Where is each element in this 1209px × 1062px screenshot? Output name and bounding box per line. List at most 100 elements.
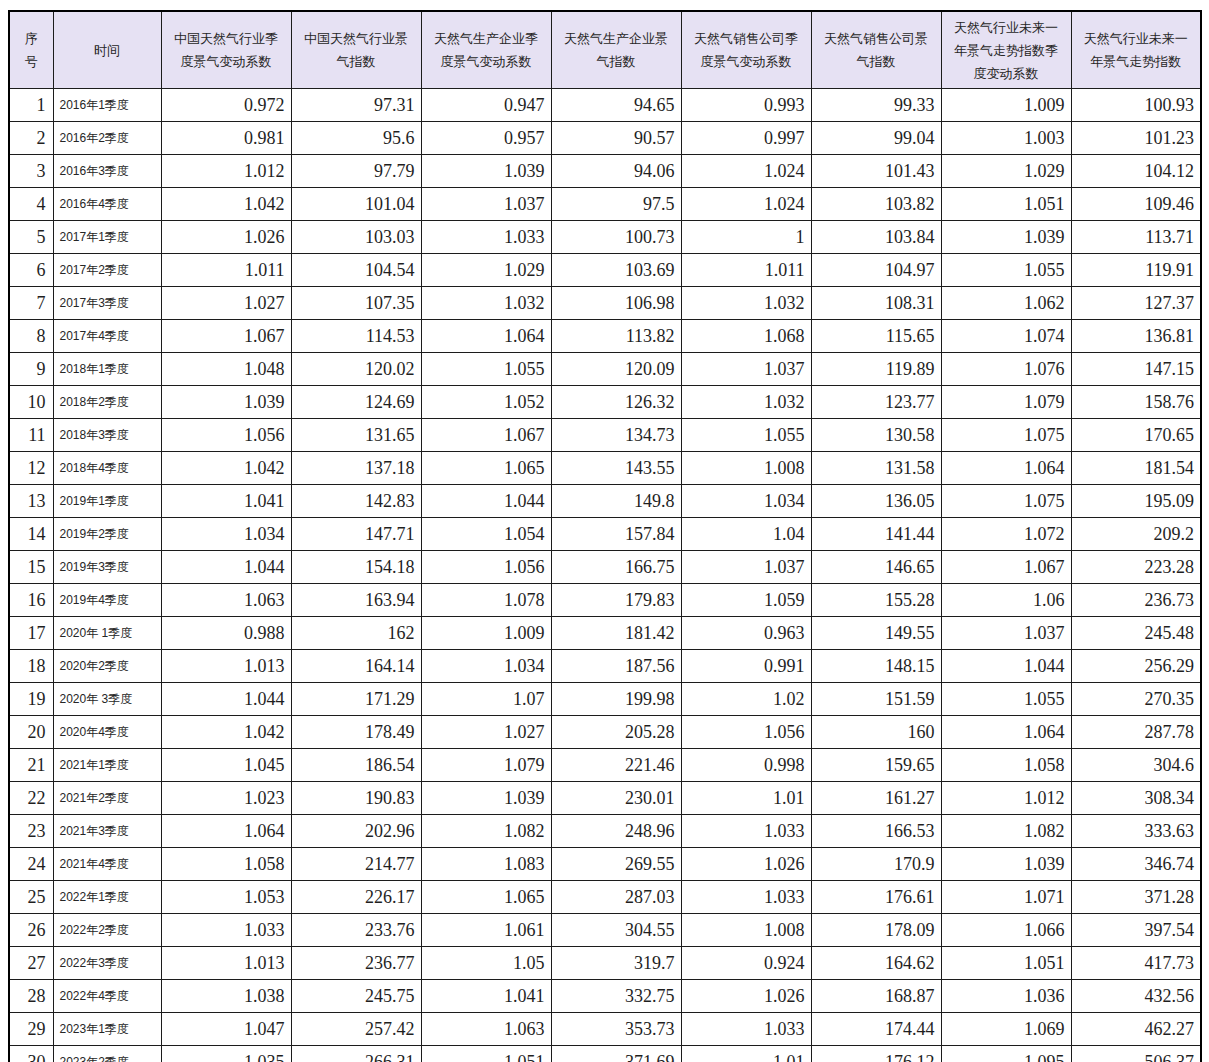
value-cell: 1.027 (161, 287, 291, 320)
value-cell: 1.05 (421, 947, 551, 980)
value-cell: 0.972 (161, 89, 291, 122)
time-cell: 2022年4季度 (53, 980, 161, 1013)
value-cell: 1.044 (421, 485, 551, 518)
time-cell: 2021年1季度 (53, 749, 161, 782)
table-row: 112018年3季度1.056131.651.067134.731.055130… (9, 419, 1201, 452)
row-index-cell: 30 (9, 1046, 53, 1062)
value-cell: 1.065 (421, 452, 551, 485)
value-cell: 1.051 (941, 947, 1071, 980)
value-cell: 164.14 (291, 650, 421, 683)
time-cell: 2017年1季度 (53, 221, 161, 254)
value-cell: 1.079 (421, 749, 551, 782)
column-header: 中国天然气行业景气指数 (291, 11, 421, 89)
value-cell: 1.034 (681, 485, 811, 518)
table-row: 152019年3季度1.044154.181.056166.751.037146… (9, 551, 1201, 584)
value-cell: 1.038 (161, 980, 291, 1013)
value-cell: 106.98 (551, 287, 681, 320)
value-cell: 1.059 (681, 584, 811, 617)
table-row: 12016年1季度0.97297.310.94794.650.99399.331… (9, 89, 1201, 122)
value-cell: 1.061 (421, 914, 551, 947)
value-cell: 162 (291, 617, 421, 650)
row-index-cell: 3 (9, 155, 53, 188)
value-cell: 308.34 (1071, 782, 1201, 815)
table-row: 92018年1季度1.048120.021.055120.091.037119.… (9, 353, 1201, 386)
value-cell: 233.76 (291, 914, 421, 947)
value-cell: 0.991 (681, 650, 811, 683)
value-cell: 181.54 (1071, 452, 1201, 485)
value-cell: 230.01 (551, 782, 681, 815)
value-cell: 120.09 (551, 353, 681, 386)
value-cell: 1.051 (421, 1046, 551, 1062)
value-cell: 101.04 (291, 188, 421, 221)
value-cell: 371.28 (1071, 881, 1201, 914)
value-cell: 176.61 (811, 881, 941, 914)
time-cell: 2020年4季度 (53, 716, 161, 749)
value-cell: 1.034 (161, 518, 291, 551)
value-cell: 1.064 (161, 815, 291, 848)
row-index-cell: 2 (9, 122, 53, 155)
value-cell: 1.01 (681, 1046, 811, 1062)
value-cell: 136.81 (1071, 320, 1201, 353)
value-cell: 126.32 (551, 386, 681, 419)
value-cell: 1.008 (681, 914, 811, 947)
value-cell: 1.013 (161, 947, 291, 980)
value-cell: 171.29 (291, 683, 421, 716)
row-index-cell: 24 (9, 848, 53, 881)
value-cell: 1.024 (681, 155, 811, 188)
time-cell: 2016年1季度 (53, 89, 161, 122)
value-cell: 1.039 (161, 386, 291, 419)
row-index-cell: 28 (9, 980, 53, 1013)
value-cell: 1.036 (941, 980, 1071, 1013)
value-cell: 397.54 (1071, 914, 1201, 947)
value-cell: 131.65 (291, 419, 421, 452)
value-cell: 1.067 (421, 419, 551, 452)
value-cell: 115.65 (811, 320, 941, 353)
value-cell: 119.89 (811, 353, 941, 386)
value-cell: 1.011 (681, 254, 811, 287)
value-cell: 304.6 (1071, 749, 1201, 782)
value-cell: 1 (681, 221, 811, 254)
value-cell: 1.033 (681, 1013, 811, 1046)
value-cell: 1.079 (941, 386, 1071, 419)
table-row: 162019年4季度1.063163.941.078179.831.059155… (9, 584, 1201, 617)
column-header: 中国天然气行业季度景气变动系数 (161, 11, 291, 89)
table-row: 242021年4季度1.058214.771.083269.551.026170… (9, 848, 1201, 881)
value-cell: 113.82 (551, 320, 681, 353)
value-cell: 1.054 (421, 518, 551, 551)
value-cell: 1.074 (941, 320, 1071, 353)
row-index-cell: 9 (9, 353, 53, 386)
value-cell: 1.011 (161, 254, 291, 287)
value-cell: 1.066 (941, 914, 1071, 947)
value-cell: 1.02 (681, 683, 811, 716)
value-cell: 113.71 (1071, 221, 1201, 254)
value-cell: 179.83 (551, 584, 681, 617)
time-cell: 2021年3季度 (53, 815, 161, 848)
value-cell: 1.051 (941, 188, 1071, 221)
value-cell: 114.53 (291, 320, 421, 353)
value-cell: 248.96 (551, 815, 681, 848)
value-cell: 1.095 (941, 1046, 1071, 1062)
table-row: 32016年3季度1.01297.791.03994.061.024101.43… (9, 155, 1201, 188)
value-cell: 101.43 (811, 155, 941, 188)
value-cell: 199.98 (551, 683, 681, 716)
time-cell: 2019年3季度 (53, 551, 161, 584)
value-cell: 236.73 (1071, 584, 1201, 617)
value-cell: 107.35 (291, 287, 421, 320)
value-cell: 94.06 (551, 155, 681, 188)
value-cell: 100.73 (551, 221, 681, 254)
value-cell: 181.42 (551, 617, 681, 650)
value-cell: 142.83 (291, 485, 421, 518)
value-cell: 1.026 (681, 848, 811, 881)
value-cell: 146.65 (811, 551, 941, 584)
gas-industry-prosperity-table: 序号时间中国天然气行业季度景气变动系数中国天然气行业景气指数天然气生产企业季度景… (8, 10, 1202, 1062)
value-cell: 371.69 (551, 1046, 681, 1062)
value-cell: 1.064 (941, 452, 1071, 485)
value-cell: 101.23 (1071, 122, 1201, 155)
value-cell: 1.067 (941, 551, 1071, 584)
value-cell: 1.082 (421, 815, 551, 848)
value-cell: 1.062 (941, 287, 1071, 320)
value-cell: 221.46 (551, 749, 681, 782)
value-cell: 1.033 (681, 815, 811, 848)
value-cell: 1.056 (161, 419, 291, 452)
row-index-cell: 20 (9, 716, 53, 749)
